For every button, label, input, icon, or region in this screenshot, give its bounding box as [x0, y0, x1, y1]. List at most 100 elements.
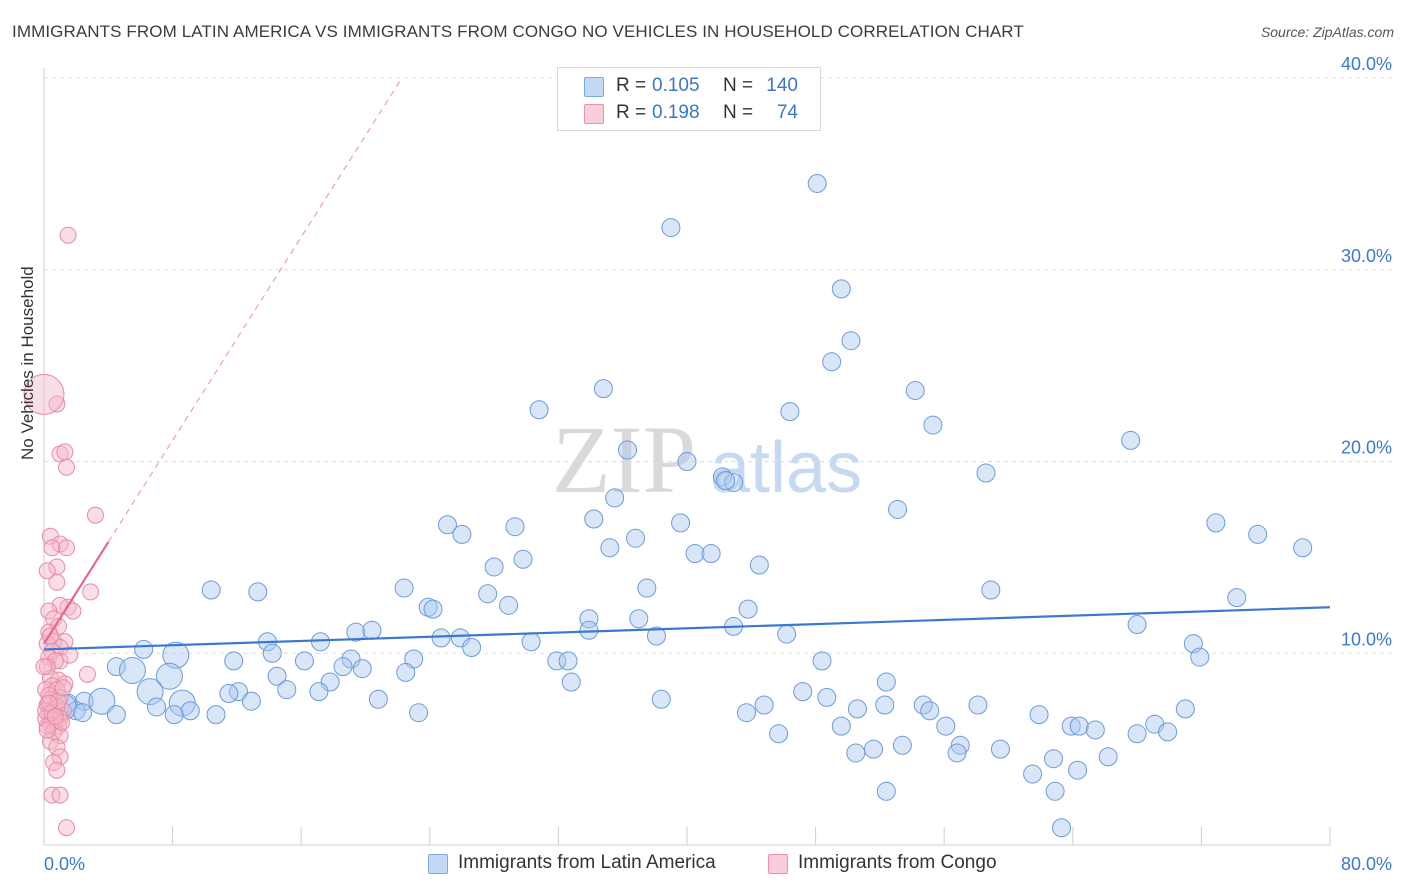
n-label: N = — [723, 75, 754, 96]
point-latin-america — [368, 689, 388, 709]
point-latin-america — [309, 682, 329, 702]
point-latin-america — [1121, 430, 1141, 450]
axes — [43, 68, 1331, 846]
trend-line-congo — [43, 541, 110, 645]
point-latin-america — [106, 657, 126, 677]
y-tick-label: 10.0% — [1341, 629, 1392, 649]
point-congo — [23, 373, 65, 415]
point-congo — [82, 583, 100, 601]
point-congo — [51, 786, 69, 804]
point-latin-america — [219, 684, 239, 704]
point-latin-america — [605, 488, 625, 508]
stats-box: R = 0.105 N = 140 R = 0.198 N = 74 — [557, 67, 821, 131]
point-latin-america — [841, 331, 861, 351]
legend-label: Immigrants from Latin America — [458, 852, 716, 873]
point-congo — [38, 562, 56, 580]
point-latin-america — [155, 662, 183, 690]
point-latin-america — [1293, 538, 1313, 558]
r-value: 0.105 — [652, 75, 700, 96]
point-latin-america — [905, 381, 925, 401]
point-latin-america — [1068, 760, 1088, 780]
point-latin-america — [1069, 716, 1089, 736]
y-tick-label: 30.0% — [1341, 246, 1392, 266]
point-latin-america — [701, 544, 721, 564]
point-latin-america — [892, 735, 912, 755]
point-latin-america — [600, 538, 620, 558]
point-latin-america — [950, 735, 970, 755]
point-latin-america — [1175, 699, 1195, 719]
r-label: R = — [616, 75, 647, 96]
point-latin-america — [876, 781, 896, 801]
point-latin-america — [1098, 747, 1118, 767]
trend-lines — [43, 77, 1331, 651]
point-latin-america — [529, 400, 549, 420]
point-latin-america — [423, 599, 443, 619]
point-latin-america — [106, 705, 126, 725]
point-latin-america — [724, 473, 744, 493]
point-congo — [35, 658, 53, 676]
point-latin-america — [777, 624, 797, 644]
point-latin-america — [1227, 588, 1247, 608]
point-latin-america — [817, 687, 837, 707]
point-congo — [43, 539, 61, 557]
point-latin-america — [267, 666, 287, 686]
point-latin-america — [450, 628, 470, 648]
point-latin-america — [201, 580, 221, 600]
point-latin-america — [685, 544, 705, 564]
point-latin-america — [629, 609, 649, 629]
point-latin-america — [224, 651, 244, 671]
point-latin-america — [822, 352, 842, 372]
chart-title: IMMIGRANTS FROM LATIN AMERICA VS IMMIGRA… — [12, 22, 1024, 41]
source-label: Source: ZipAtlas.com — [1260, 24, 1394, 40]
point-latin-america — [1190, 647, 1210, 667]
point-latin-america — [1248, 524, 1268, 544]
gridlines — [44, 77, 1392, 654]
point-latin-america — [646, 626, 666, 646]
point-latin-america — [738, 599, 758, 619]
point-congo — [48, 558, 66, 576]
point-latin-america — [936, 716, 956, 736]
stats-row-latin-america: R = 0.105 N = 140 — [558, 74, 820, 100]
point-latin-america — [976, 463, 996, 483]
point-latin-america — [618, 440, 638, 460]
point-latin-america — [452, 524, 472, 544]
y-tick-label: 20.0% — [1341, 438, 1392, 458]
point-latin-america — [1023, 764, 1043, 784]
point-latin-america — [362, 620, 382, 640]
point-congo — [53, 713, 71, 731]
point-latin-america — [513, 549, 533, 569]
point-latin-america — [651, 689, 671, 709]
r-label: R = — [616, 102, 647, 123]
point-congo — [59, 226, 77, 244]
point-latin-america — [807, 173, 827, 193]
point-latin-america — [1061, 716, 1081, 736]
point-latin-america — [671, 513, 691, 533]
point-latin-america — [1045, 781, 1065, 801]
point-latin-america — [394, 578, 414, 598]
point-congo — [58, 539, 76, 557]
point-congo — [61, 646, 79, 664]
trend-line-latin-america — [43, 606, 1331, 651]
point-latin-america — [626, 528, 646, 548]
legend-swatch-blue — [428, 854, 448, 874]
point-latin-america — [968, 695, 988, 715]
point-latin-america — [846, 743, 866, 763]
x-tick-label-max: 80.0% — [1341, 854, 1392, 874]
series-congo — [23, 226, 104, 837]
point-latin-america — [923, 415, 943, 435]
point-latin-america — [277, 680, 297, 700]
point-congo — [48, 761, 66, 779]
point-latin-america — [88, 687, 116, 715]
point-latin-america — [812, 651, 832, 671]
point-latin-america — [1044, 749, 1064, 769]
point-latin-america — [162, 641, 190, 669]
point-congo — [48, 395, 66, 413]
point-latin-america — [134, 639, 154, 659]
point-latin-america — [333, 657, 353, 677]
point-congo — [86, 506, 104, 524]
point-congo — [38, 721, 56, 739]
point-latin-america — [990, 739, 1010, 759]
point-latin-america — [206, 705, 226, 725]
point-latin-america — [352, 659, 372, 679]
point-latin-america — [831, 279, 851, 299]
